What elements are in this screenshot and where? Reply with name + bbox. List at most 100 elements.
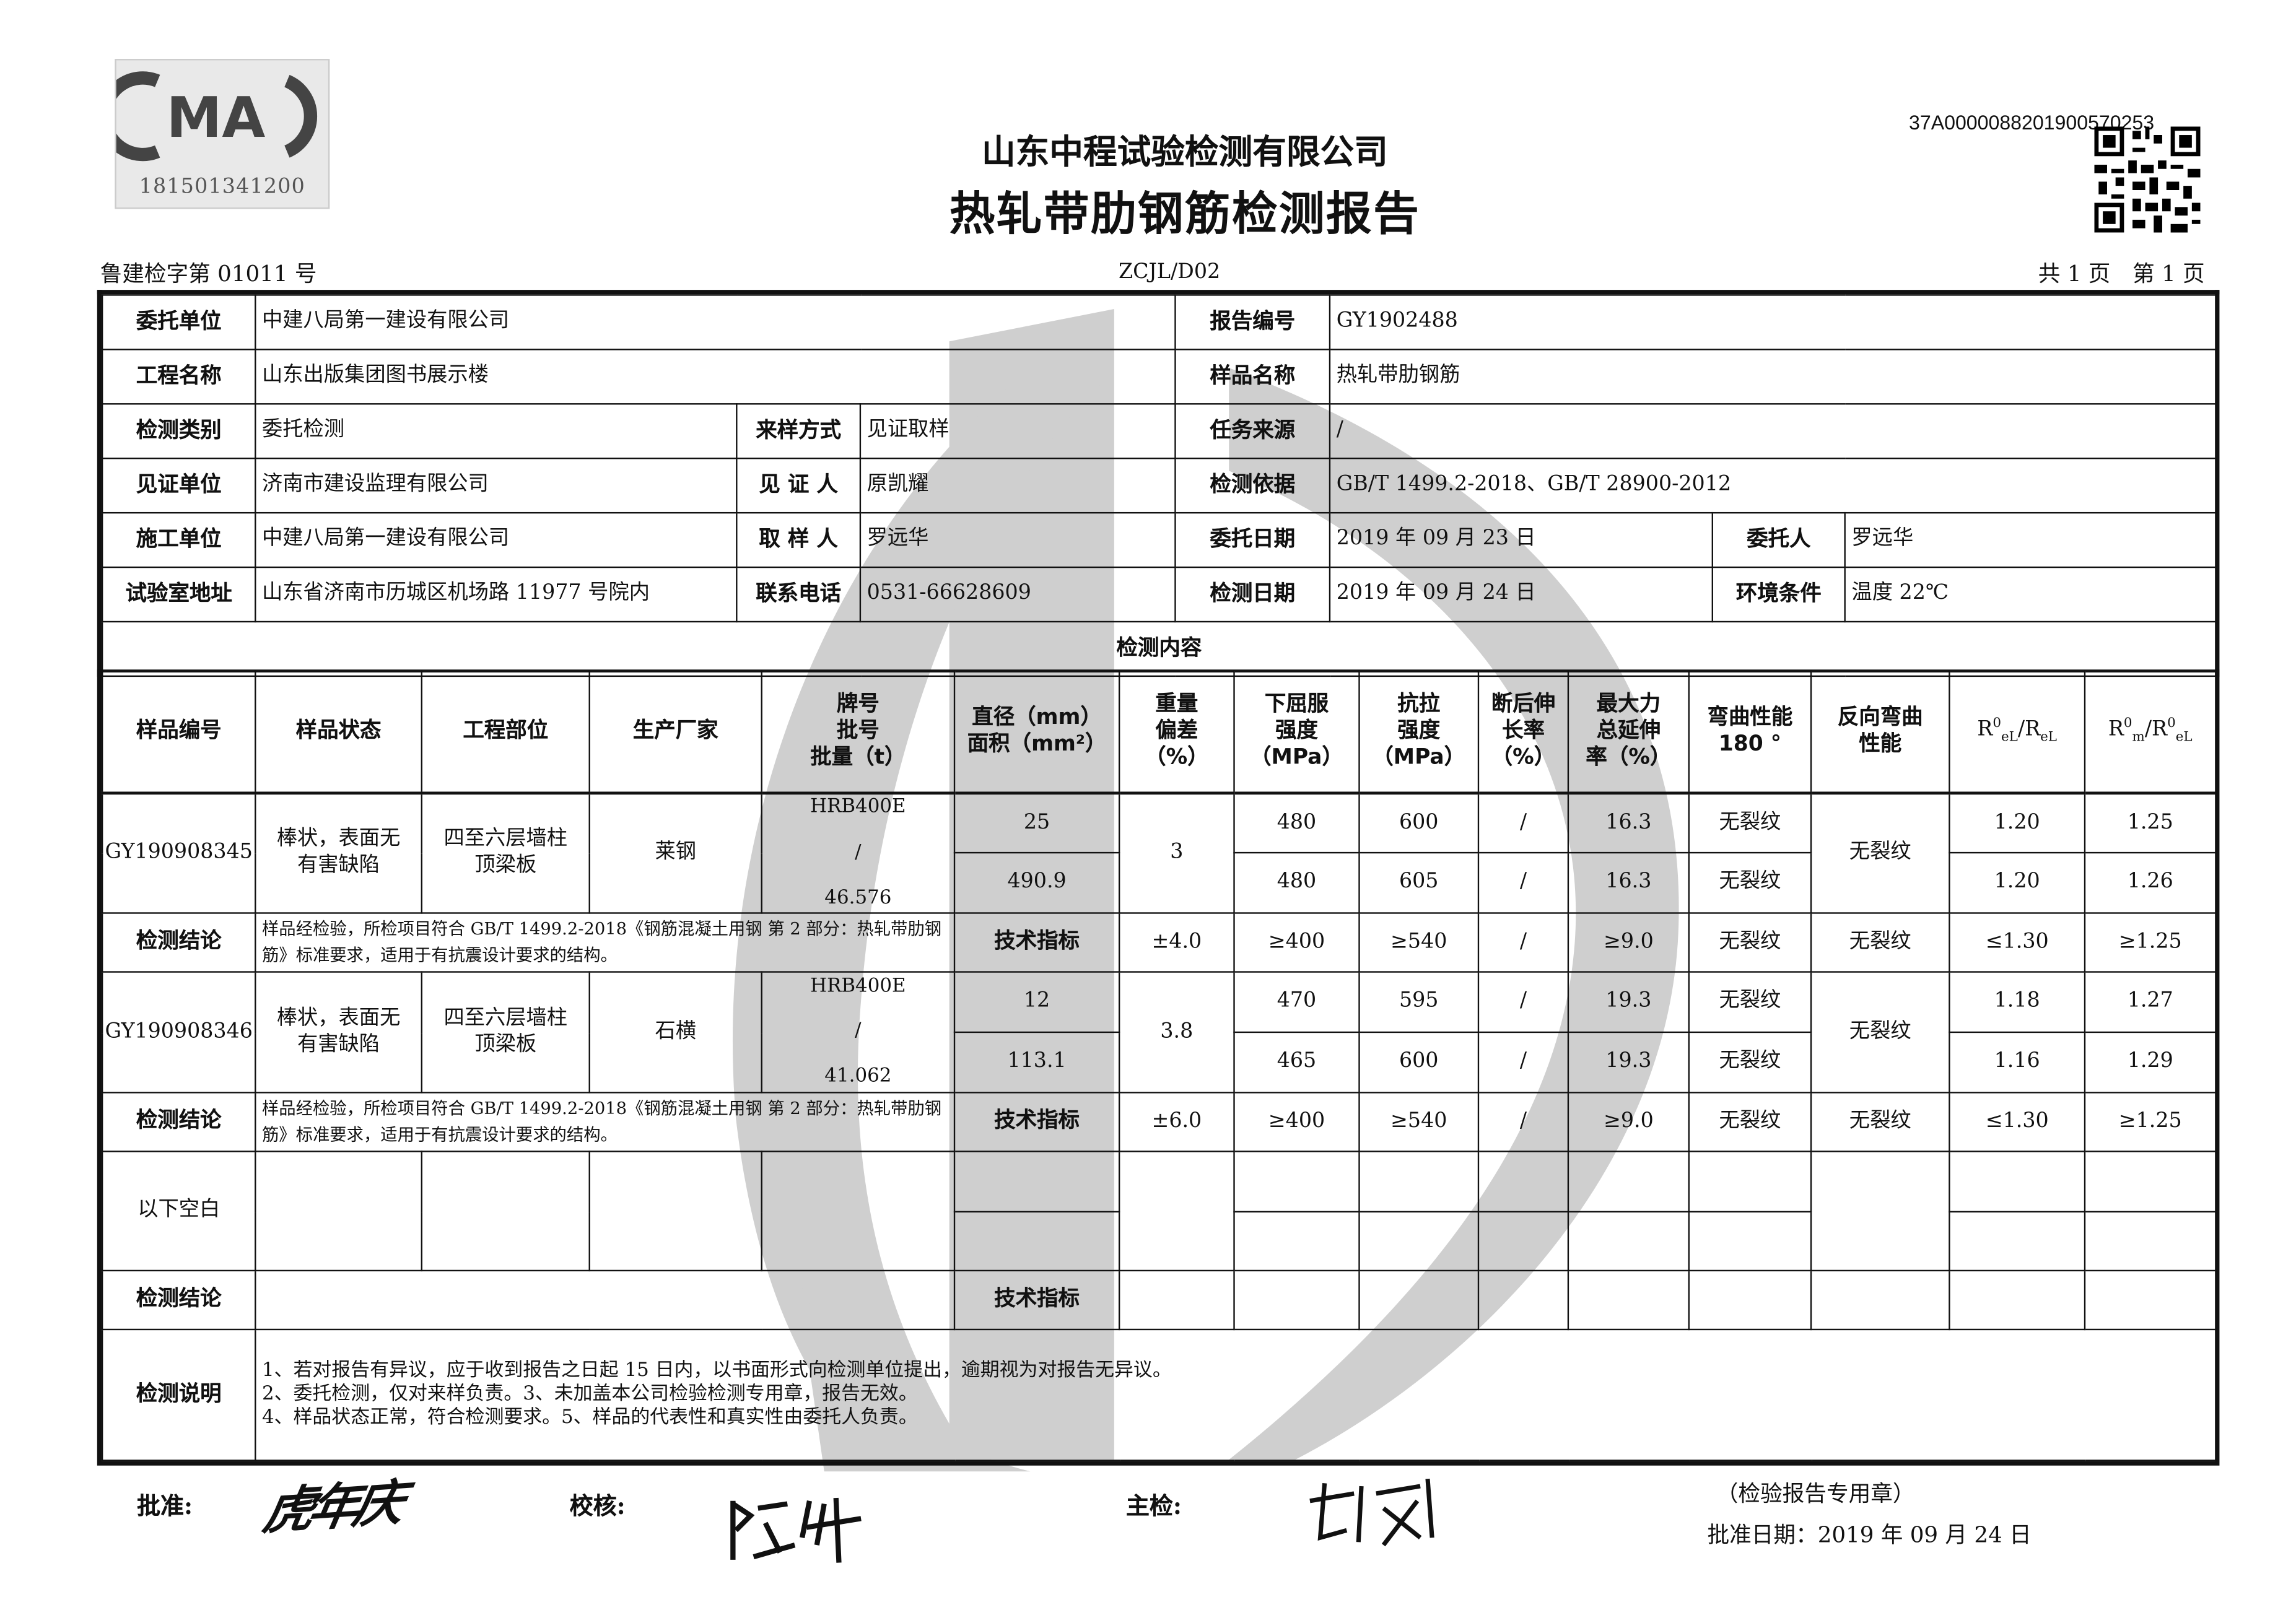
elongation: / (1477, 851, 1569, 914)
page-count: 共 1 页 第 1 页 (2038, 260, 2205, 287)
reverse-bend: 无裂纹 (1810, 791, 1950, 914)
commission-date-value: 2019 年 09 月 23 日 (1329, 511, 1714, 568)
spec-yield: ≥400 (1233, 1092, 1360, 1152)
conclusion-text: 样品经检验，所检项目符合 GB/T 1499.2-2018《钢筋混凝土用钢 第 … (255, 1092, 956, 1152)
svg-text:MA: MA (167, 85, 266, 150)
sample-row: 490.9 480 605/16.3 无裂纹 1.20 1.26 (102, 851, 2217, 914)
inspector-label: 主检: (1125, 1492, 1182, 1520)
client-value: 中建八局第一建设有限公司 (255, 294, 1176, 350)
conclusion-label: 检测结论 (101, 912, 256, 973)
test-content-label: 检测内容 (101, 620, 2217, 677)
yield: 470 (1233, 971, 1360, 1033)
spec-reverse: 无裂纹 (1810, 912, 1950, 973)
consignor-value: 罗远华 (1844, 511, 2217, 568)
spec-elongation: / (1477, 1092, 1569, 1152)
report-title: 热轧带肋钢筋检测报告 (949, 188, 1421, 241)
sample-brand: HRB400E/41.062 (761, 971, 956, 1094)
sample-row: GY190908345 棒状，表面无有害缺陷 四至六层墙柱顶梁板 莱钢 HRB4… (101, 791, 2217, 914)
sample-name-value: 热轧带肋钢筋 (1329, 349, 2217, 405)
notes-label: 检测说明 (101, 1328, 256, 1461)
seal-note: （检验报告专用章） (1716, 1480, 1915, 1507)
results-table: 样品编号 样品状态 工程部位 生产厂家 牌号 批号 批量（t） 直径（mm） 面积（m… (97, 669, 2220, 1466)
notes-row: 检测说明 1、若对报告有异议，应于收到报告之日起 15 日内，以书面形式向检测单… (101, 1328, 2217, 1461)
conclusion-text: 样品经检验，所检项目符合 GB/T 1499.2-2018《钢筋混凝土用钢 第 … (255, 912, 956, 973)
review-signature (730, 1497, 862, 1563)
tensile: 600 (1358, 791, 1480, 854)
content-header-row: 检测内容 (101, 620, 2217, 677)
phone-label: 联系电话 (736, 566, 862, 623)
spec-bend: 无裂纹 (1688, 1092, 1812, 1152)
sample-brand: HRB400E/46.576 (761, 791, 956, 914)
sample-state: 棒状，表面无有害缺陷 (255, 791, 422, 914)
client-label: 委托单位 (101, 294, 256, 350)
col-yield: 下屈服 强度 （MPa） (1233, 671, 1360, 794)
company-name: 山东中程试验检测有限公司 (981, 134, 1388, 173)
tensile: 605 (1358, 851, 1480, 914)
col-location: 工程部位 (421, 671, 590, 794)
sample-state: 棒状，表面无有害缺陷 (255, 971, 422, 1094)
info-row: 施工单位 中建八局第一建设有限公司 取 样 人 罗远华 委托日期 2019 年 … (101, 511, 2217, 568)
sample-diameter: 25 (953, 791, 1120, 854)
bend: 无裂纹 (1688, 791, 1812, 854)
sample-diameter: 12 (953, 971, 1120, 1033)
reverse-bend: 无裂纹 (1810, 971, 1950, 1094)
sample-area: 490.9 (953, 851, 1120, 914)
col-elongation: 断后伸 长率 （%） (1477, 671, 1569, 794)
info-table: 委托单位 中建八局第一建设有限公司 报告编号 GY1902488 工程名称 山东… (97, 290, 2220, 677)
ratio-rm: 1.26 (2084, 851, 2217, 914)
lab-address-value: 山东省济南市历城区机场路 11977 号院内 (255, 566, 738, 623)
col-diameter: 直径（mm） 面积（mm²） (953, 671, 1120, 794)
lab-address-label: 试验室地址 (101, 566, 256, 623)
yield: 465 (1233, 1031, 1360, 1094)
approve-signature: 虎年庆 (258, 1474, 404, 1543)
info-row: 委托单位 中建八局第一建设有限公司 报告编号 GY1902488 (101, 294, 2217, 350)
sample-id: GY190908346 (101, 971, 256, 1094)
spec-yield: ≥400 (1233, 912, 1360, 973)
ratio-rm: 1.29 (2084, 1031, 2217, 1094)
spec-weight: ±6.0 (1118, 1092, 1235, 1152)
cma-logo: MA 181501341200 (98, 59, 330, 209)
approval-date: 批准日期：2019 年 09 月 24 日 (1707, 1521, 2032, 1548)
blank-conclusion-row: 检测结论 技术指标 (101, 1269, 2217, 1331)
agt: 19.3 (1567, 1031, 1690, 1094)
standard-value: GB/T 1499.2-2018、GB/T 28900-2012 (1329, 458, 2217, 514)
spec-elongation: / (1477, 912, 1569, 973)
witness-label: 见 证 人 (736, 458, 862, 514)
spec-reverse: 无裂纹 (1810, 1092, 1950, 1152)
sampling-label: 来样方式 (736, 403, 862, 459)
consignor-label: 委托人 (1711, 511, 1846, 568)
sample-maker: 莱钢 (588, 791, 762, 914)
ratio-rel: 1.20 (1949, 791, 2086, 854)
tensile: 600 (1358, 1031, 1480, 1094)
spec-label: 技术指标 (953, 912, 1120, 973)
env-label: 环境条件 (1711, 566, 1846, 623)
test-type-label: 检测类别 (101, 403, 256, 459)
agt: 19.3 (1567, 971, 1690, 1033)
cma-mark-icon: MA (98, 71, 318, 162)
conclusion-label: 检测结论 (101, 1269, 256, 1331)
task-source-value: / (1329, 403, 2217, 459)
bend: 无裂纹 (1688, 1031, 1812, 1094)
review-label: 校核: (569, 1492, 626, 1520)
elongation: / (1477, 1031, 1569, 1094)
sampler-value: 罗远华 (859, 511, 1176, 568)
project-label: 工程名称 (101, 349, 256, 405)
license-number: 鲁建检字第 01011 号 (100, 260, 317, 287)
info-row: 试验室地址 山东省济南市历城区机场路 11977 号院内 联系电话 0531-6… (101, 566, 2217, 623)
spec-ratio-rm: ≥1.25 (2084, 912, 2217, 973)
info-row: 工程名称 山东出版集团图书展示楼 样品名称 热轧带肋钢筋 (101, 349, 2217, 405)
report-no-value: GY1902488 (1329, 294, 2217, 350)
sample-maker: 石横 (588, 971, 762, 1094)
blank-row (102, 1211, 2217, 1272)
sample-row: 113.1 465 600/19.3 无裂纹 1.16 1.29 (102, 1031, 2217, 1094)
bend: 无裂纹 (1688, 971, 1812, 1033)
col-maker: 生产厂家 (588, 671, 762, 794)
conclusion-row: 检测结论 样品经检验，所检项目符合 GB/T 1499.2-2018《钢筋混凝土… (101, 912, 2217, 973)
ratio-rm: 1.27 (2084, 971, 2217, 1033)
col-state: 样品状态 (255, 671, 422, 794)
cma-number: 181501341200 (139, 175, 305, 199)
standard-label: 检测依据 (1174, 458, 1331, 514)
spec-ratio-rm: ≥1.25 (2084, 1092, 2217, 1152)
spec-bend: 无裂纹 (1688, 912, 1812, 973)
col-sample-no: 样品编号 (101, 671, 256, 794)
